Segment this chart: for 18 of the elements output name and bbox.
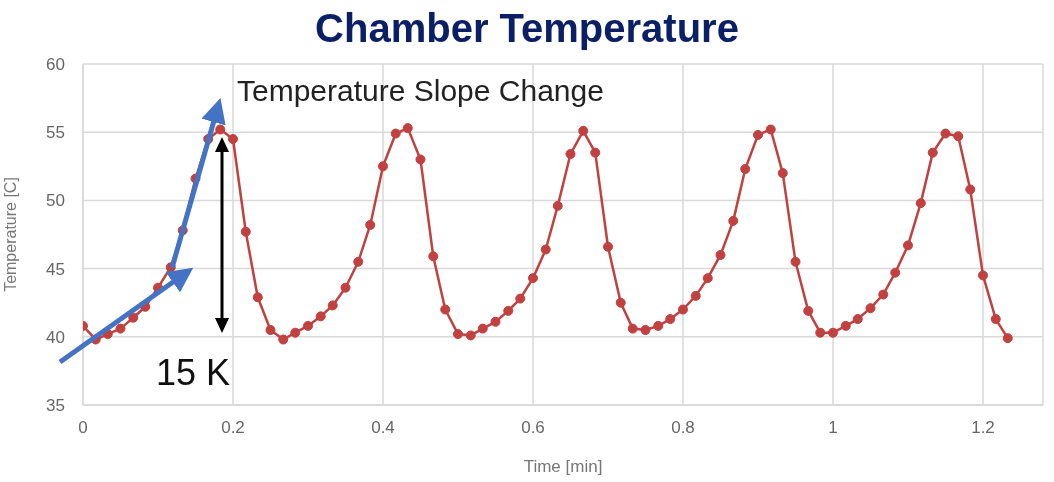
chart-title: Chamber Temperature bbox=[314, 6, 740, 51]
y-tick-label: 55 bbox=[46, 123, 65, 143]
y-tick-label: 45 bbox=[46, 259, 65, 279]
y-axis-title: Temperature [C] bbox=[1, 177, 19, 292]
y-tick-label: 60 bbox=[46, 55, 65, 75]
x-tick-label: 0.6 bbox=[521, 418, 545, 438]
x-tick-label: 0.4 bbox=[371, 418, 395, 438]
annotation: Temperature Slope Change bbox=[237, 74, 604, 108]
annotation: 15 K bbox=[156, 352, 231, 394]
x-tick-label: 0 bbox=[78, 418, 88, 438]
x-tick-label: 1.2 bbox=[971, 418, 995, 438]
y-tick-label: 50 bbox=[46, 191, 65, 211]
x-tick-label: 0.8 bbox=[671, 418, 695, 438]
y-tick-label: 40 bbox=[46, 327, 65, 347]
x-tick-label: 1 bbox=[828, 418, 838, 438]
x-tick-label: 0.2 bbox=[221, 418, 245, 438]
x-axis-title: Time [min] bbox=[523, 457, 603, 476]
y-tick-label: 35 bbox=[46, 396, 65, 416]
